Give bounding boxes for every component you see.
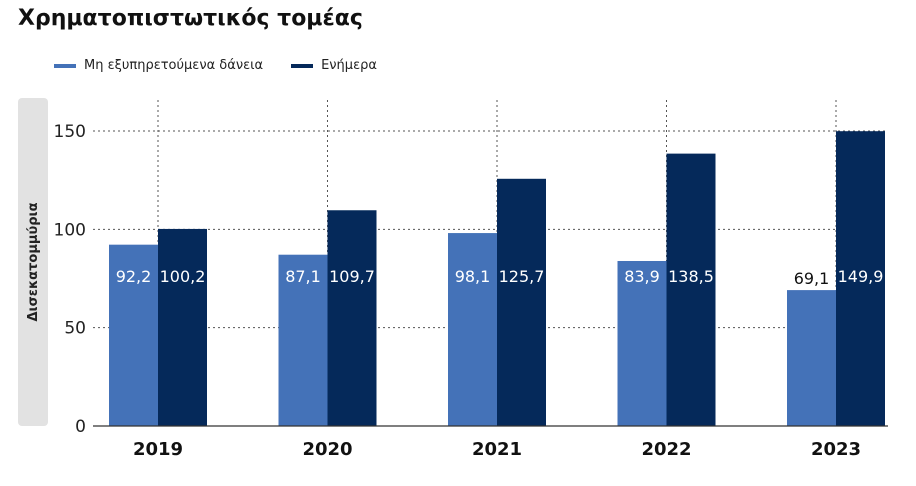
bar-2020-series-1 (278, 254, 328, 426)
legend-label-series-2: Ενήμερα (321, 58, 377, 73)
x-tick-label-2019: 2019 (133, 439, 183, 460)
bar-2022-series-2 (666, 153, 716, 426)
data-label-2020-series-1: 87,1 (285, 267, 321, 286)
x-tick-label-2022: 2022 (641, 439, 691, 460)
bar-2022-series-1 (617, 260, 667, 426)
y-tick-label-0: 0 (75, 417, 86, 437)
x-tick-label-2020: 2020 (302, 439, 352, 460)
bar-2023-series-1 (787, 290, 836, 426)
data-label-2022-series-1: 83,9 (624, 267, 660, 286)
y-tick-label-100: 100 (54, 220, 86, 240)
bar-2021-series-2 (497, 178, 546, 426)
legend: Μη εξυπηρετούμενα δάνεια Ενήμερα (54, 58, 405, 73)
legend-item-series-2: Ενήμερα (291, 58, 377, 73)
y-axis-label: Δισεκατομμύρια (26, 202, 41, 321)
data-label-2019-series-2: 100,2 (160, 267, 206, 286)
data-label-2022-series-2: 138,5 (668, 267, 714, 286)
data-label-2023-series-1: 69,1 (794, 269, 830, 288)
bar-2020-series-2 (327, 210, 377, 426)
legend-item-series-1: Μη εξυπηρετούμενα δάνεια (54, 58, 263, 73)
bar-2021-series-1 (448, 233, 497, 426)
y-tick-label-50: 50 (64, 319, 86, 339)
chart-title: Χρηματοπιστωτικός τομέας (18, 6, 363, 31)
data-label-2019-series-1: 92,2 (116, 267, 152, 286)
x-tick-label-2023: 2023 (811, 439, 861, 460)
legend-label-series-1: Μη εξυπηρετούμενα δάνεια (84, 58, 264, 73)
x-tick-label-2021: 2021 (472, 439, 522, 460)
data-label-2021-series-1: 98,1 (455, 267, 491, 286)
y-axis-label-panel (18, 98, 48, 426)
bar-2019-series-1 (109, 244, 158, 426)
y-tick-label-150: 150 (54, 122, 86, 142)
data-label-2021-series-2: 125,7 (499, 267, 545, 286)
legend-swatch-series-1 (54, 63, 76, 68)
data-label-2023-series-2: 149,9 (838, 267, 884, 286)
legend-swatch-series-2 (291, 63, 314, 68)
bar-2023-series-2 (836, 131, 885, 427)
data-label-2020-series-2: 109,7 (329, 267, 375, 286)
bar-2019-series-2 (158, 228, 207, 426)
